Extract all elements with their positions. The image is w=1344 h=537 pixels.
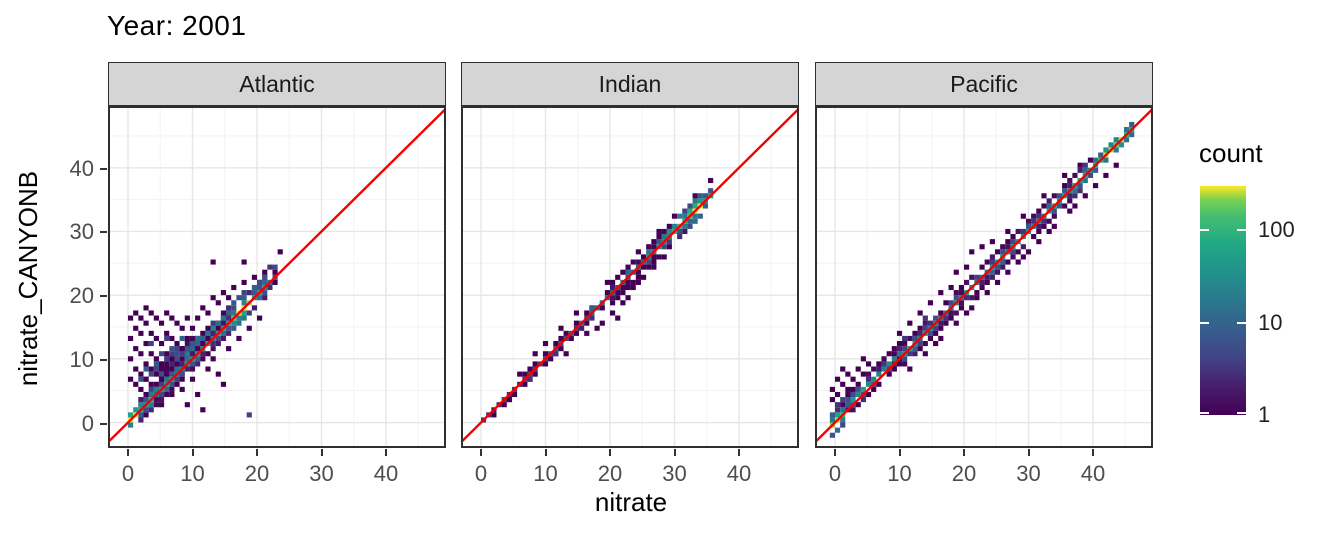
identity-line [461, 106, 799, 444]
legend-tick-mark [1200, 321, 1209, 324]
panel-atlantic [108, 106, 446, 448]
grid-major [461, 106, 799, 448]
legend-tick-mark [1237, 412, 1246, 414]
x-tick-label: 30 [662, 461, 687, 486]
x-tick-mark [126, 449, 129, 456]
x-tick-mark [544, 449, 547, 456]
y-tick-mark [100, 231, 107, 234]
facet-strip-label: Indian [598, 70, 662, 97]
identity-line [815, 106, 1153, 444]
y-tick-mark [100, 167, 107, 170]
plot-title: Year: 2001 [107, 10, 247, 41]
x-tick-label: 30 [1016, 461, 1041, 486]
legend-tick-label: 10 [1258, 309, 1283, 335]
x-tick-mark [898, 449, 901, 456]
x-tick-label: 40 [726, 461, 752, 486]
x-tick-mark [320, 449, 323, 456]
panel-border [461, 106, 799, 448]
x-tick-mark [256, 449, 258, 456]
x-tick-label: 20 [951, 461, 977, 486]
y-tick-label: 20 [69, 283, 94, 309]
legend-tick-mark [1237, 229, 1246, 232]
x-tick-mark [1092, 449, 1094, 456]
x-tick-mark [479, 449, 482, 456]
y-tick-label: 40 [69, 155, 94, 181]
y-tick-mark [100, 422, 107, 425]
y-tick-label: 30 [69, 219, 94, 245]
panel-indian [461, 106, 799, 448]
x-tick-mark [673, 449, 676, 456]
facet-pacific: Pacific 0 10 20 30 40 [815, 62, 1153, 486]
facet-atlantic: Atlantic 0 10 20 30 40 [108, 62, 446, 486]
y-tick-label: 10 [69, 346, 94, 372]
x-tick-label: 40 [1080, 461, 1106, 486]
x-tick-mark [963, 449, 965, 456]
x-axis-title: nitrate [594, 487, 668, 517]
x-tick-mark [191, 449, 194, 456]
facet-strip-label: Pacific [950, 70, 1018, 97]
grid-minor [461, 106, 799, 448]
facet-strip-pacific: Pacific [815, 62, 1153, 106]
legend-title: count [1199, 138, 1263, 168]
legend-tick-mark [1200, 229, 1209, 232]
x-tick-mark [833, 449, 836, 456]
facet-indian: Indian 0 10 20 30 40 [461, 62, 799, 486]
x-tick-mark [385, 449, 387, 456]
x-tick-label: 0 [474, 461, 488, 486]
y-axis-title: nitrate_CANYONB [13, 170, 44, 386]
legend-tick-mark [1237, 321, 1246, 324]
x-tick-label: 0 [828, 461, 842, 486]
legend-tick-label: 1 [1258, 402, 1271, 427]
x-tick-label: 0 [121, 461, 135, 486]
x-tick-mark [1027, 449, 1030, 456]
facet-strip-indian: Indian [461, 62, 799, 106]
x-tick-label: 10 [533, 461, 558, 486]
y-tick-mark [100, 295, 107, 298]
legend-tick-label: 100 [1258, 217, 1295, 243]
y-tick-label: 0 [81, 410, 94, 436]
panel-pacific [815, 106, 1153, 448]
legend-tick-mark [1200, 412, 1209, 414]
x-tick-mark [738, 449, 740, 456]
y-tick-mark [100, 358, 107, 361]
x-tick-label: 10 [887, 461, 912, 486]
legend-colorbar [1200, 186, 1246, 415]
facet-strip-atlantic: Atlantic [108, 62, 446, 106]
x-tick-mark [609, 449, 611, 456]
x-tick-label: 20 [597, 461, 623, 486]
x-tick-label: 10 [180, 461, 205, 486]
panel-border [815, 106, 1153, 448]
x-tick-label: 30 [309, 461, 334, 486]
facet-strip-label: Atlantic [239, 70, 315, 97]
bins-layer [480, 177, 714, 423]
identity-line [108, 106, 446, 444]
x-tick-label: 40 [373, 461, 399, 486]
x-tick-label: 20 [244, 461, 270, 486]
panel-border [108, 106, 446, 448]
